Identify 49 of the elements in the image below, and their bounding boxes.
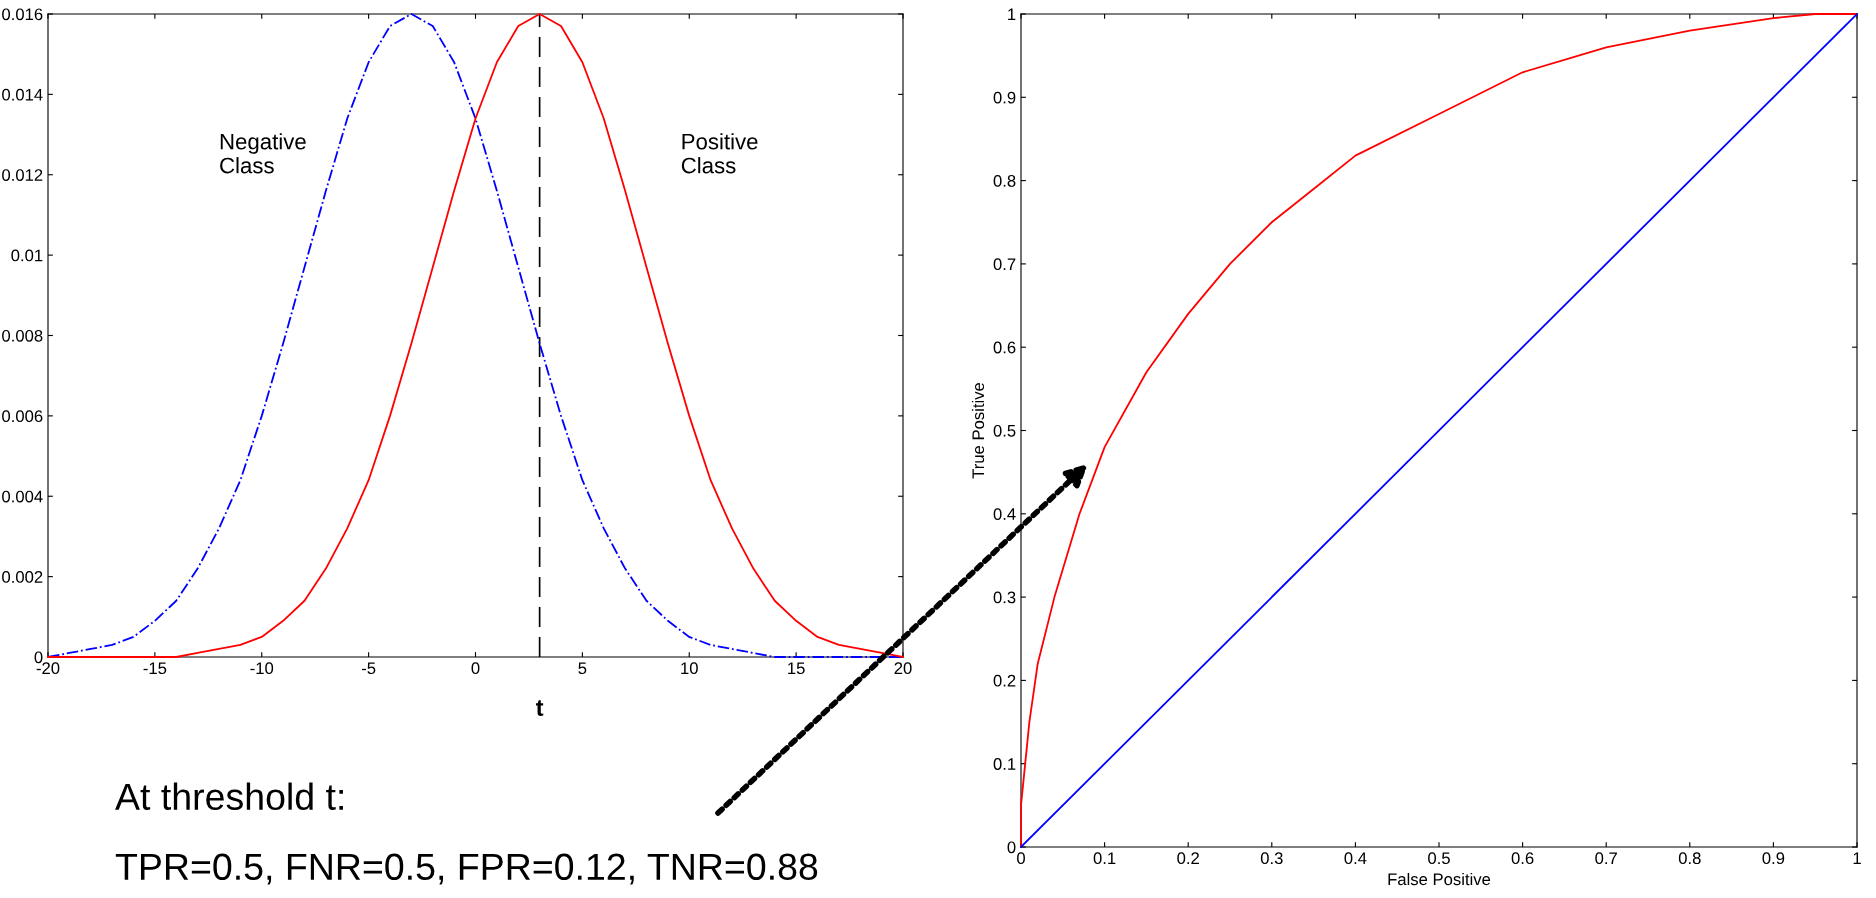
x-tick-label: -20 <box>36 662 60 675</box>
x-tick-label: 0.3 <box>1260 852 1283 865</box>
y-tick-label: 0.002 <box>2 571 43 583</box>
y-tick-label: 0.012 <box>2 169 43 181</box>
y-tick-label: 0.01 <box>11 249 43 262</box>
x-tick-label: -10 <box>250 662 274 675</box>
x-tick-label: 0 <box>471 662 480 675</box>
x-tick-label: 20 <box>894 662 912 675</box>
y-tick-label: 0.006 <box>2 410 43 423</box>
y-tick-label: 0.6 <box>993 341 1016 354</box>
line-series <box>47 13 904 658</box>
y-tick-label: 0.2 <box>993 674 1016 687</box>
y-tick-label: 0.7 <box>993 258 1016 271</box>
y-tick-label: 1 <box>1008 8 1016 21</box>
y-axis-title: True Positive <box>971 382 985 479</box>
y-tick-label: 0.4 <box>993 508 1016 520</box>
y-tick-label: 0.5 <box>993 424 1016 437</box>
y-tick-label: 0.004 <box>2 490 43 503</box>
x-tick-label: 0.6 <box>1511 852 1534 865</box>
y-tick-label: 0.1 <box>993 758 1016 770</box>
text: At threshold t: <box>115 782 343 811</box>
y-tick-label: 0.3 <box>993 591 1016 604</box>
x-tick-label: 0.9 <box>1762 852 1785 865</box>
y-tick-label: 0.9 <box>993 91 1016 104</box>
text: Positive Class <box>681 133 758 174</box>
y-tick-label: 0.016 <box>2 8 43 21</box>
text: TPR=0.5, FNR=0.5, FPR=0.12, TNR=0.88 <box>115 853 818 885</box>
line-series <box>1020 13 1858 848</box>
y-tick-label: 0.8 <box>993 175 1016 187</box>
y-tick-label: 0.008 <box>2 329 43 342</box>
series-label: Negative Class <box>220 133 306 174</box>
x-tick-label: 0.5 <box>1428 852 1450 865</box>
y-tick-label: 0.014 <box>2 88 43 101</box>
x-tick-label: 0 <box>1017 852 1025 865</box>
x-tick-label: 15 <box>788 662 805 675</box>
x-tick-label: 0.4 <box>1344 852 1367 865</box>
x-tick-label: -5 <box>361 662 376 675</box>
x-tick-label: 0.1 <box>1093 852 1116 865</box>
x-tick-label: 0.2 <box>1177 852 1199 865</box>
x-tick-label: 0.8 <box>1678 852 1701 865</box>
x-axis-title: False Positive <box>1388 872 1491 886</box>
x-tick-label: -15 <box>143 662 167 675</box>
y-tick-label: 0 <box>1007 841 1016 854</box>
x-tick-label: 0.7 <box>1595 852 1617 865</box>
ref-line-label: t <box>535 700 544 716</box>
x-tick-label: 10 <box>681 662 698 675</box>
y-tick-label: 0 <box>34 651 43 664</box>
x-tick-label: 5 <box>578 662 587 675</box>
x-tick-label: 1 <box>1853 852 1861 864</box>
